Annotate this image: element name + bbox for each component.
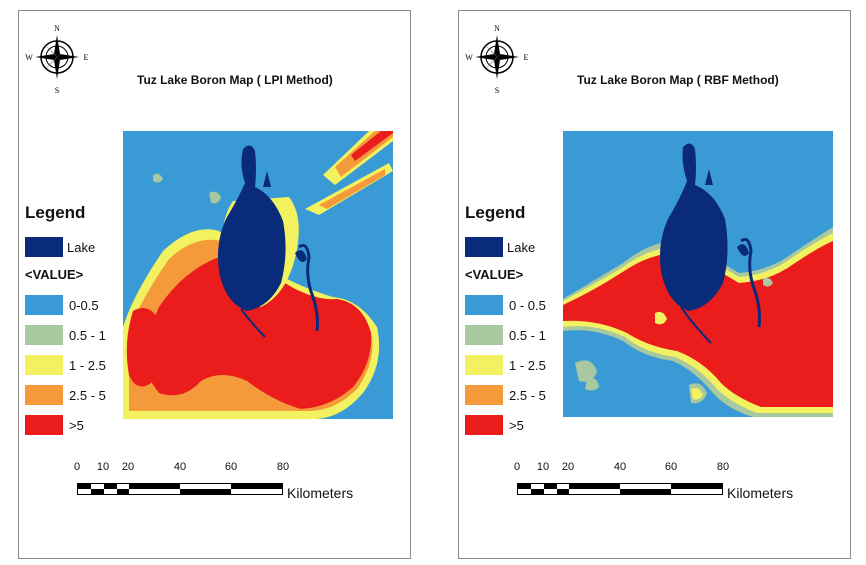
legend-label: 0.5 - 1: [509, 327, 546, 343]
legend: Legend Lake <VALUE> 0-0.5 0.5 - 1 1 - 2.…: [25, 203, 155, 435]
legend-label: 2.5 - 5: [69, 387, 106, 403]
boron-map-lpi: [123, 131, 393, 419]
legend-item-lake: Lake: [25, 237, 95, 257]
map-panel-lpi: N S W E Tuz Lake Boron Map ( LPI Method): [18, 10, 411, 559]
scale-tick: 20: [561, 461, 575, 473]
map-panel-rbf: N S W E Tuz Lake Boron Map ( RBF Method)…: [458, 10, 851, 559]
legend-label: 0 - 0.5: [509, 297, 546, 313]
legend-item-class-5: >5: [25, 415, 84, 435]
scale-bar: 0 10 20 40 60 80 Kilometers: [513, 461, 817, 501]
legend-title: Legend: [25, 203, 86, 222]
compass-s: S: [55, 86, 59, 95]
legend: Legend Lake <VALUE> 0 - 0.5 0.5 - 1 1 - …: [465, 203, 595, 435]
scale-bar-graphic: [77, 483, 283, 495]
scale-tick: 0: [513, 461, 521, 473]
scale-tick: 60: [664, 461, 678, 473]
scale-bar-graphic: [517, 483, 723, 495]
legend-value-header: <VALUE>: [25, 267, 84, 282]
boron-map-rbf: [563, 131, 833, 417]
class-swatch: [465, 415, 503, 435]
legend-item-class-1: 0 - 0.5: [465, 295, 546, 315]
legend-title: Legend: [465, 203, 526, 222]
compass-w: W: [25, 53, 33, 62]
scale-bar: 0 10 20 40 60 80 Kilometers: [73, 461, 377, 501]
compass-e: E: [524, 53, 529, 62]
legend-item-class-1: 0-0.5: [25, 295, 99, 315]
compass-n: N: [54, 24, 60, 33]
scale-tick: 10: [96, 461, 110, 473]
legend-label: Lake: [507, 239, 536, 255]
legend-label: Lake: [67, 239, 96, 255]
class-swatch: [465, 295, 503, 315]
legend-label: 1 - 2.5: [509, 357, 546, 373]
class-swatch: [25, 295, 63, 315]
legend-label: >5: [509, 417, 524, 433]
legend-item-class-2: 0.5 - 1: [465, 325, 546, 345]
scale-tick: 60: [224, 461, 238, 473]
scale-tick: 0: [73, 461, 81, 473]
class-swatch: [465, 355, 503, 375]
legend-label: 1 - 2.5: [69, 357, 106, 373]
legend-label: 0-0.5: [69, 297, 99, 313]
compass-n: N: [494, 24, 500, 33]
class-swatch: [25, 385, 63, 405]
scale-tick: 40: [173, 461, 187, 473]
map-title: Tuz Lake Boron Map ( LPI Method): [137, 73, 333, 87]
compass-rose-icon: N S W E: [25, 24, 89, 95]
legend-label: >5: [69, 417, 84, 433]
lake-swatch: [465, 237, 503, 257]
scale-tick: 80: [276, 461, 290, 473]
compass-rose-icon: N S W E: [465, 24, 529, 95]
scale-unit: Kilometers: [727, 485, 794, 501]
scale-tick: 20: [121, 461, 135, 473]
legend-item-class-2: 0.5 - 1: [25, 325, 106, 345]
legend-label: 2.5 - 5: [509, 387, 546, 403]
class-swatch: [465, 325, 503, 345]
legend-label: 0.5 - 1: [69, 327, 106, 343]
compass-s: S: [495, 86, 499, 95]
class-swatch: [465, 385, 503, 405]
class-swatch: [25, 325, 63, 345]
lake-swatch: [25, 237, 63, 257]
class-swatch: [25, 415, 63, 435]
scale-tick: 80: [716, 461, 730, 473]
legend-item-class-4: 2.5 - 5: [465, 385, 546, 405]
legend-value-header: <VALUE>: [465, 267, 524, 282]
compass-w: W: [465, 53, 473, 62]
map-title: Tuz Lake Boron Map ( RBF Method): [577, 73, 779, 87]
legend-item-lake: Lake: [465, 237, 535, 257]
legend-item-class-3: 1 - 2.5: [25, 355, 106, 375]
legend-item-class-4: 2.5 - 5: [25, 385, 106, 405]
legend-item-class-3: 1 - 2.5: [465, 355, 546, 375]
legend-item-class-5: >5: [465, 415, 524, 435]
scale-unit: Kilometers: [287, 485, 354, 501]
class-swatch: [25, 355, 63, 375]
scale-tick: 10: [536, 461, 550, 473]
scale-tick: 40: [613, 461, 627, 473]
compass-e: E: [84, 53, 89, 62]
